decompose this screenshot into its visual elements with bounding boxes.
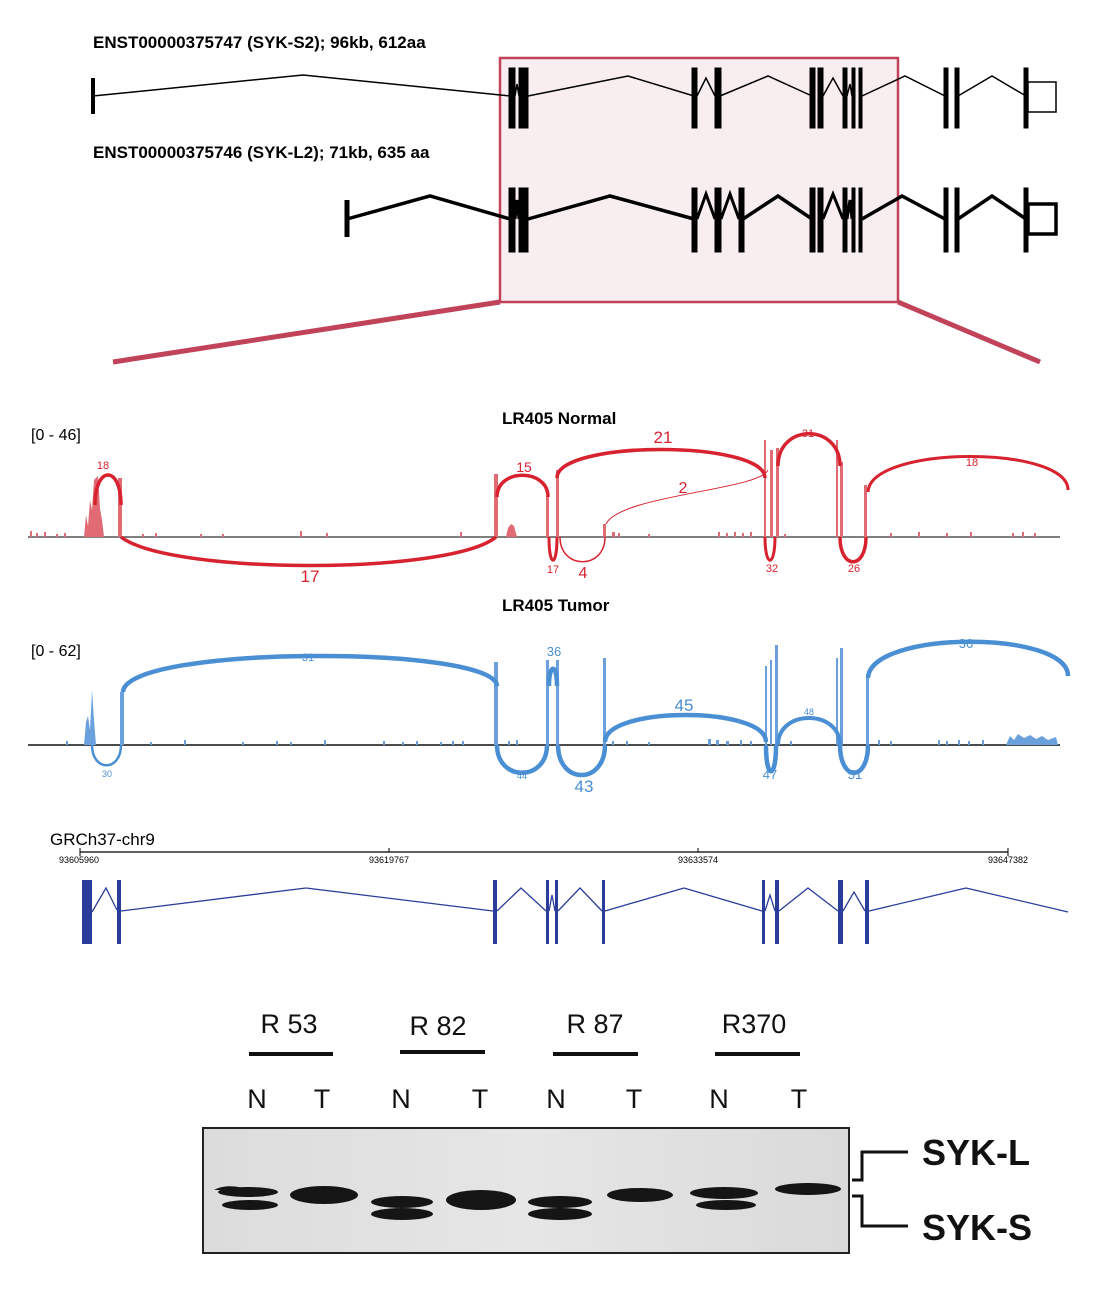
zoom-line-right bbox=[897, 299, 1041, 365]
tumor-coverage bbox=[66, 645, 1058, 745]
western-blot: R 53 R 82 R 87 R370 N T N T N T N T bbox=[202, 1009, 1032, 1254]
normal-junction-label: 26 bbox=[848, 563, 860, 575]
normal-data-range: [0 - 46] bbox=[31, 427, 81, 444]
lane-label: T bbox=[472, 1084, 489, 1114]
gene-model bbox=[82, 880, 1069, 944]
sample-label: R 87 bbox=[566, 1009, 623, 1039]
normal-coverage bbox=[30, 440, 1036, 537]
lane-label: T bbox=[791, 1084, 808, 1114]
tumor-data-range: [0 - 62] bbox=[31, 643, 81, 660]
lane-label: N bbox=[709, 1084, 729, 1114]
coordinate-tick-label: 93633574 bbox=[678, 855, 718, 865]
normal-junction-labels: 18 15 21 2 31 18 17 17 4 32 26 bbox=[97, 428, 978, 586]
normal-junction-label: 4 bbox=[579, 565, 588, 582]
tumor-junction-label: 45 bbox=[675, 696, 694, 715]
band-label-syk-l: SYK-L bbox=[922, 1132, 1030, 1173]
normal-junction-label: 17 bbox=[301, 567, 320, 586]
genome-track: GRCh37-chr9 93605960 93619767 93633574 9… bbox=[50, 830, 1069, 944]
sample-label: R 82 bbox=[409, 1011, 466, 1041]
tumor-junction-label: 48 bbox=[804, 707, 814, 717]
normal-junction-label: 31 bbox=[802, 428, 814, 440]
transcript-panel: ENST00000375747 (SYK-S2); 96kb, 612aa EN… bbox=[91, 33, 1058, 365]
tumor-track-title: LR405 Tumor bbox=[502, 596, 610, 615]
normal-junction-label: 15 bbox=[516, 459, 532, 475]
lane-labels: N T N T N T N T bbox=[247, 1084, 807, 1114]
lane-label: T bbox=[314, 1084, 331, 1114]
tumor-junction-label: 44 bbox=[517, 771, 527, 781]
coordinate-tick-label: 93619767 bbox=[369, 855, 409, 865]
normal-junction-label: 21 bbox=[654, 428, 673, 447]
lane-label: N bbox=[391, 1084, 411, 1114]
sashimi-normal: LR405 Normal [0 - 46] bbox=[28, 409, 1070, 586]
transcript-long-model bbox=[344, 187, 1058, 253]
tumor-junction-label: 31 bbox=[302, 652, 314, 664]
normal-junction-label: 17 bbox=[547, 564, 559, 576]
tumor-junction-label: 47 bbox=[763, 767, 777, 782]
lane-label: N bbox=[247, 1084, 267, 1114]
tumor-junction-label: 30 bbox=[102, 769, 112, 779]
transcript-long-label: ENST00000375746 (SYK-L2); 71kb, 635 aa bbox=[93, 143, 430, 162]
sample-headers: R 53 R 82 R 87 R370 bbox=[260, 1009, 786, 1041]
band-label-syk-s: SYK-S bbox=[922, 1207, 1032, 1248]
zoom-line-left bbox=[112, 299, 501, 365]
genome-assembly-label: GRCh37-chr9 bbox=[50, 830, 155, 849]
normal-junction-label: 18 bbox=[97, 460, 109, 472]
coordinate-tick-label: 93605960 bbox=[59, 855, 99, 865]
lane-label: N bbox=[546, 1084, 566, 1114]
tumor-junction-label: 43 bbox=[575, 777, 594, 796]
coordinate-tick-label: 93647382 bbox=[988, 855, 1028, 865]
tumor-junction-label: 36 bbox=[959, 636, 973, 651]
band-brackets bbox=[852, 1150, 908, 1228]
sashimi-tumor: LR405 Tumor [0 - 62] bbox=[28, 596, 1071, 796]
transcript-short-label: ENST00000375747 (SYK-S2); 96kb, 612aa bbox=[93, 33, 426, 52]
sample-underlines bbox=[249, 1050, 800, 1056]
blot-bands bbox=[214, 1183, 841, 1220]
zoom-region-box bbox=[498, 56, 900, 304]
tumor-junction-arcs bbox=[90, 639, 1071, 778]
tumor-junction-label: 51 bbox=[848, 767, 862, 782]
normal-junction-label: 2 bbox=[679, 480, 688, 497]
lane-label: T bbox=[626, 1084, 643, 1114]
transcript-short-model bbox=[91, 67, 1057, 129]
sample-label: R370 bbox=[722, 1009, 787, 1039]
normal-junction-label: 32 bbox=[766, 563, 778, 575]
normal-junction-label: 18 bbox=[966, 457, 978, 469]
sample-label: R 53 bbox=[260, 1009, 317, 1039]
normal-track-title: LR405 Normal bbox=[502, 409, 616, 428]
normal-junction-arcs bbox=[93, 432, 1070, 568]
tumor-junction-label: 36 bbox=[547, 644, 561, 659]
tumor-junction-labels: 31 36 45 48 36 30 44 43 47 51 bbox=[102, 636, 973, 796]
